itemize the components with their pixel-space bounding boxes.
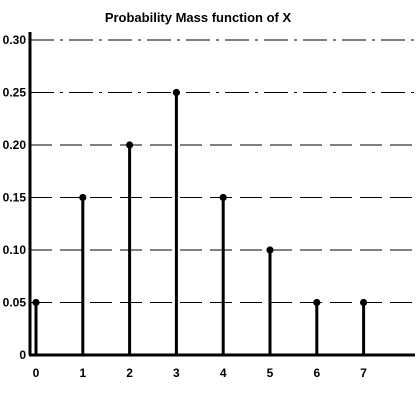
x-tick-label: 6 (313, 366, 320, 380)
x-tick-label: 3 (173, 366, 180, 380)
point-x7 (360, 298, 368, 307)
x-tick-label: 0 (33, 366, 40, 380)
x-tick-labels: 0 1 2 3 4 5 6 7 (33, 366, 368, 380)
y-tick-label: 0.20 (3, 138, 27, 152)
x-tick-label: 1 (79, 366, 86, 380)
y-tick-label: 0.15 (3, 191, 27, 205)
point-x4 (219, 193, 227, 202)
x-tick-label: 4 (220, 366, 227, 380)
point-x5 (266, 246, 274, 254)
y-tick-label: 0.10 (3, 243, 27, 257)
point-x0 (32, 298, 40, 307)
x-tick-label: 7 (360, 366, 367, 380)
point-x6 (313, 298, 321, 307)
x-tick-label: 5 (267, 366, 274, 380)
stems (32, 88, 368, 355)
x-tick-label: 2 (126, 366, 133, 380)
chart-title: Probability Mass function of X (105, 10, 292, 25)
point-x3 (172, 88, 180, 97)
y-tick-label: 0.30 (3, 33, 27, 47)
y-tick-label: 0.05 (3, 296, 27, 310)
point-x2 (126, 141, 134, 149)
y-tick-labels: 0 0.05 0.10 0.15 0.20 0.25 0.30 (3, 33, 27, 362)
y-tick-label: 0 (19, 348, 26, 362)
y-tick-label: 0.25 (3, 86, 27, 100)
point-x1 (79, 193, 87, 202)
